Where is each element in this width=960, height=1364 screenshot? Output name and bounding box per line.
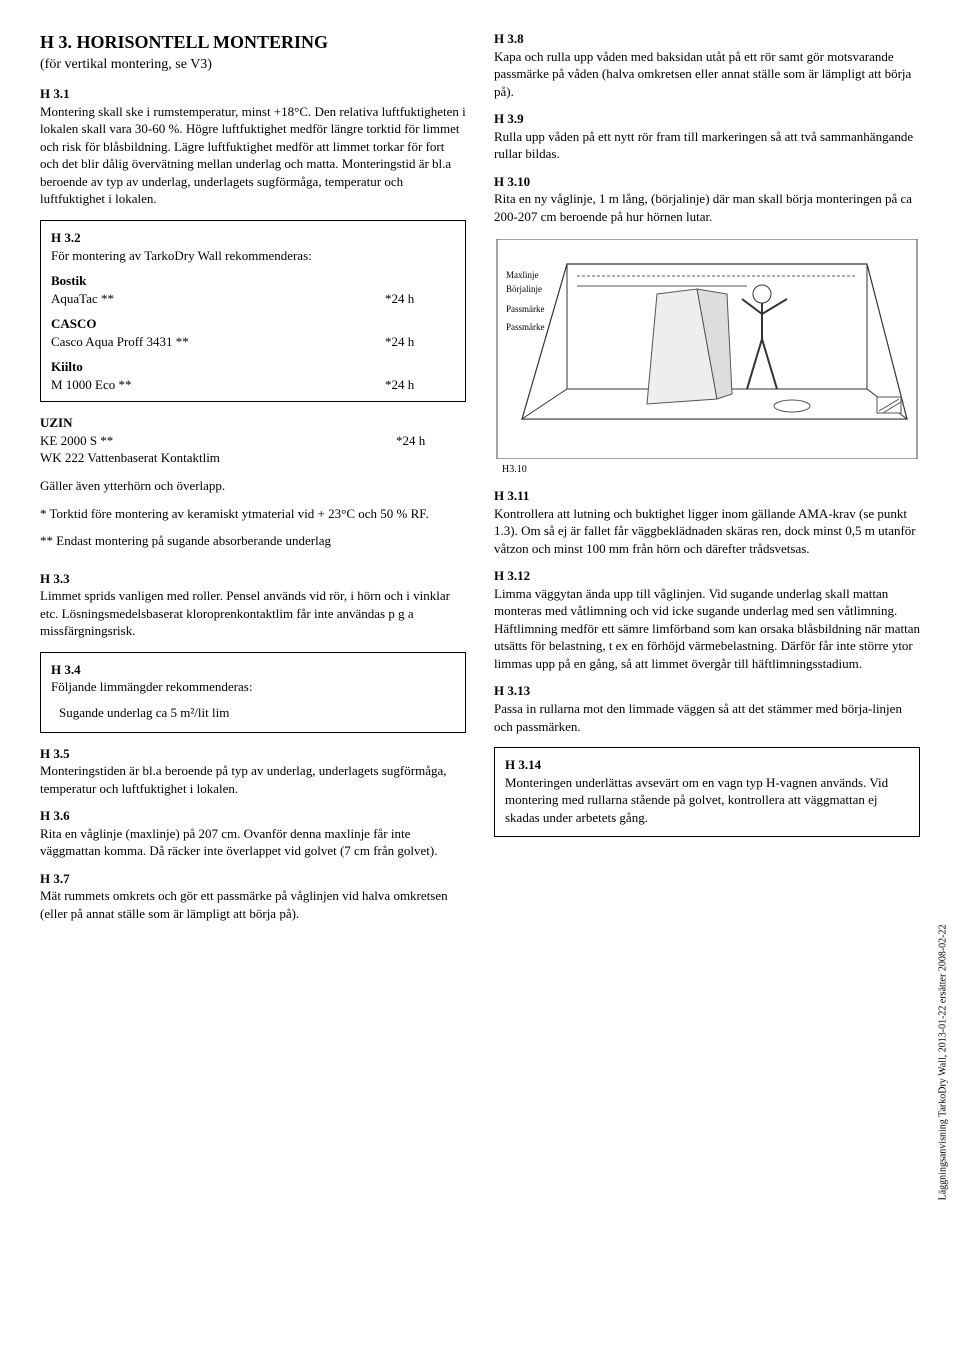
box-h34: H 3.4 Följande limmängder rekommenderas:… <box>40 652 466 733</box>
h39-head: H 3.9 <box>494 110 920 128</box>
brand-bostik: Bostik <box>51 272 455 290</box>
h310-body: Rita en ny våglinje, 1 m lång, (börjalin… <box>494 190 920 225</box>
h33-head: H 3.3 <box>40 570 466 588</box>
rec-time: *24 h <box>385 333 455 351</box>
rec-name: AquaTac ** <box>51 290 385 308</box>
h35-head: H 3.5 <box>40 745 466 763</box>
h39-body: Rulla upp våden på ett nytt rör fram til… <box>494 128 920 163</box>
h36-body: Rita en våglinje (maxlinje) på 207 cm. O… <box>40 825 466 860</box>
h35-body: Monteringstiden är bl.a beroende på typ … <box>40 762 466 797</box>
rec-time: *24 h <box>385 290 455 308</box>
rec-name: KE 2000 S ** <box>40 432 396 450</box>
rec-row: Casco Aqua Proff 3431 ** *24 h <box>51 333 455 351</box>
brand-kiilto: Kiilto <box>51 358 455 376</box>
page-title: H 3. HORISONTELL MONTERING <box>40 30 466 54</box>
h314-head: H 3.14 <box>505 756 909 774</box>
h32-intro: För montering av TarkoDry Wall rekommend… <box>51 247 455 265</box>
figure-svg <box>494 239 920 459</box>
h33-body: Limmet sprids vanligen med roller. Pense… <box>40 587 466 640</box>
rec-row: M 1000 Eco ** *24 h <box>51 376 455 394</box>
h313-body: Passa in rullarna mot den limmade väggen… <box>494 700 920 735</box>
h37-body: Mät rummets omkrets och gör ett passmärk… <box>40 887 466 922</box>
h34-head: H 3.4 <box>51 661 455 679</box>
sidebar-version: Läggningsanvisning TarkoDry Wall, 2013-0… <box>937 924 951 1200</box>
h38-head: H 3.8 <box>494 30 920 48</box>
figure-h310: Maxlinje Börjalinje Passmärke Passmärke <box>494 239 920 459</box>
h311-head: H 3.11 <box>494 487 920 505</box>
h31-body: Montering skall ske i rumstemperatur, mi… <box>40 103 466 208</box>
uzin-item2: WK 222 Vattenbaserat Kontaktlim <box>40 449 466 467</box>
h34-l2: Sugande underlag ca 5 m²/lit lim <box>59 704 455 722</box>
h312-head: H 3.12 <box>494 567 920 585</box>
h32-head: H 3.2 <box>51 229 455 247</box>
note-overlap: Gäller även ytterhörn och överlapp. <box>40 477 466 495</box>
fig-caption: H3.10 <box>502 463 920 477</box>
rec-row: AquaTac ** *24 h <box>51 290 455 308</box>
rec-name: Casco Aqua Proff 3431 ** <box>51 333 385 351</box>
rec-name: M 1000 Eco ** <box>51 376 385 394</box>
rec-time: *24 h <box>385 376 455 394</box>
brand-uzin: UZIN <box>40 414 466 432</box>
left-column: H 3. HORISONTELL MONTERING (för vertikal… <box>40 30 466 924</box>
h313-head: H 3.13 <box>494 682 920 700</box>
right-column: H 3.8 Kapa och rulla upp våden med baksi… <box>494 30 920 924</box>
fig-label-passmarke1: Passmärke <box>506 303 545 315</box>
h34-l1: Följande limmängder rekommenderas: <box>51 678 455 696</box>
box-h314: H 3.14 Monteringen underlättas avsevärt … <box>494 747 920 837</box>
h36-head: H 3.6 <box>40 807 466 825</box>
h37-head: H 3.7 <box>40 870 466 888</box>
h314-body: Monteringen underlättas avsevärt om en v… <box>505 774 909 827</box>
h38-body: Kapa och rulla upp våden med baksidan ut… <box>494 48 920 101</box>
brand-casco: CASCO <box>51 315 455 333</box>
note-star2: ** Endast montering på sugande absorbera… <box>40 532 466 550</box>
subtitle: (för vertikal montering, se V3) <box>40 56 466 75</box>
h311-body: Kontrollera att lutning och buktighet li… <box>494 505 920 558</box>
rec-time: *24 h <box>396 432 466 450</box>
fig-label-passmarke2: Passmärke <box>506 321 545 333</box>
rec-row: KE 2000 S ** *24 h <box>40 432 466 450</box>
fig-label-maxlinje: Maxlinje <box>506 269 539 281</box>
note-star1: * Torktid före montering av keramiskt yt… <box>40 505 466 523</box>
h310-head: H 3.10 <box>494 173 920 191</box>
h31-head: H 3.1 <box>40 85 466 103</box>
box-h32: H 3.2 För montering av TarkoDry Wall rek… <box>40 220 466 402</box>
h312-body: Limma väggytan ända upp till våglinjen. … <box>494 585 920 673</box>
fig-label-borjalinje: Börjalinje <box>506 283 542 295</box>
